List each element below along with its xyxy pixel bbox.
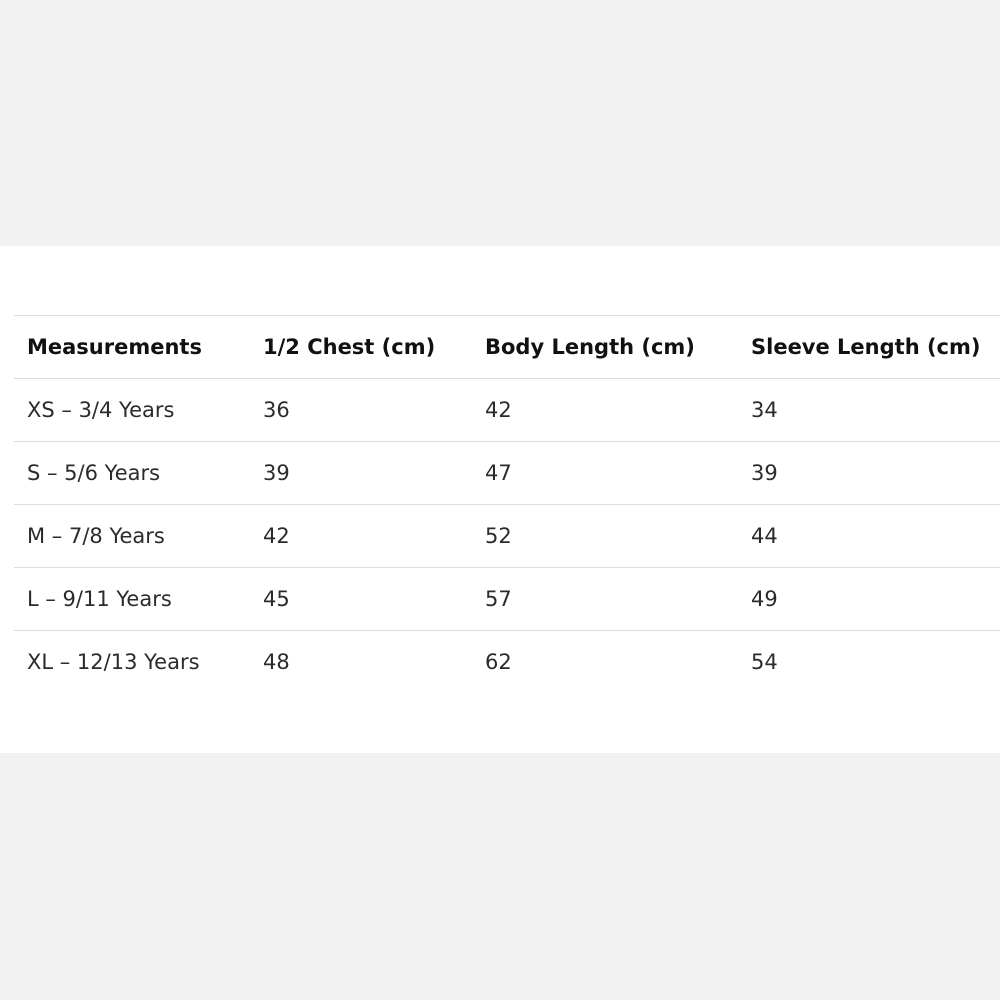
table-cell: 52 xyxy=(472,504,738,568)
header-body-length: Body Length (cm) xyxy=(472,315,738,379)
table-row: XL – 12/13 Years 48 62 54 xyxy=(14,630,1000,693)
table-cell: 54 xyxy=(738,630,1000,693)
table-cell: 42 xyxy=(250,504,472,568)
table-cell: 45 xyxy=(250,567,472,631)
table-cell: 48 xyxy=(250,630,472,693)
table-cell: S – 5/6 Years xyxy=(14,441,250,505)
table-cell: XL – 12/13 Years xyxy=(14,630,250,693)
header-measurements: Measurements xyxy=(14,315,250,379)
table-cell: 47 xyxy=(472,441,738,505)
table-row: S – 5/6 Years 39 47 39 xyxy=(14,441,1000,505)
table-cell: 44 xyxy=(738,504,1000,568)
table-cell: 39 xyxy=(738,441,1000,505)
table-cell: XS – 3/4 Years xyxy=(14,378,250,442)
table-cell: 34 xyxy=(738,378,1000,442)
table-cell: 62 xyxy=(472,630,738,693)
table-row: L – 9/11 Years 45 57 49 xyxy=(14,567,1000,631)
table-cell: 39 xyxy=(250,441,472,505)
size-chart-panel: Measurements 1/2 Chest (cm) Body Length … xyxy=(0,246,1000,753)
table-cell: 57 xyxy=(472,567,738,631)
table-cell: 49 xyxy=(738,567,1000,631)
table-cell: 42 xyxy=(472,378,738,442)
header-sleeve-length: Sleeve Length (cm) xyxy=(738,315,1000,379)
table-row: M – 7/8 Years 42 52 44 xyxy=(14,504,1000,568)
table-cell: 36 xyxy=(250,378,472,442)
table-row: XS – 3/4 Years 36 42 34 xyxy=(14,378,1000,442)
size-chart-table: Measurements 1/2 Chest (cm) Body Length … xyxy=(14,315,1000,693)
table-cell: L – 9/11 Years xyxy=(14,567,250,631)
table-cell: M – 7/8 Years xyxy=(14,504,250,568)
table-header-row: Measurements 1/2 Chest (cm) Body Length … xyxy=(14,315,1000,379)
header-chest: 1/2 Chest (cm) xyxy=(250,315,472,379)
